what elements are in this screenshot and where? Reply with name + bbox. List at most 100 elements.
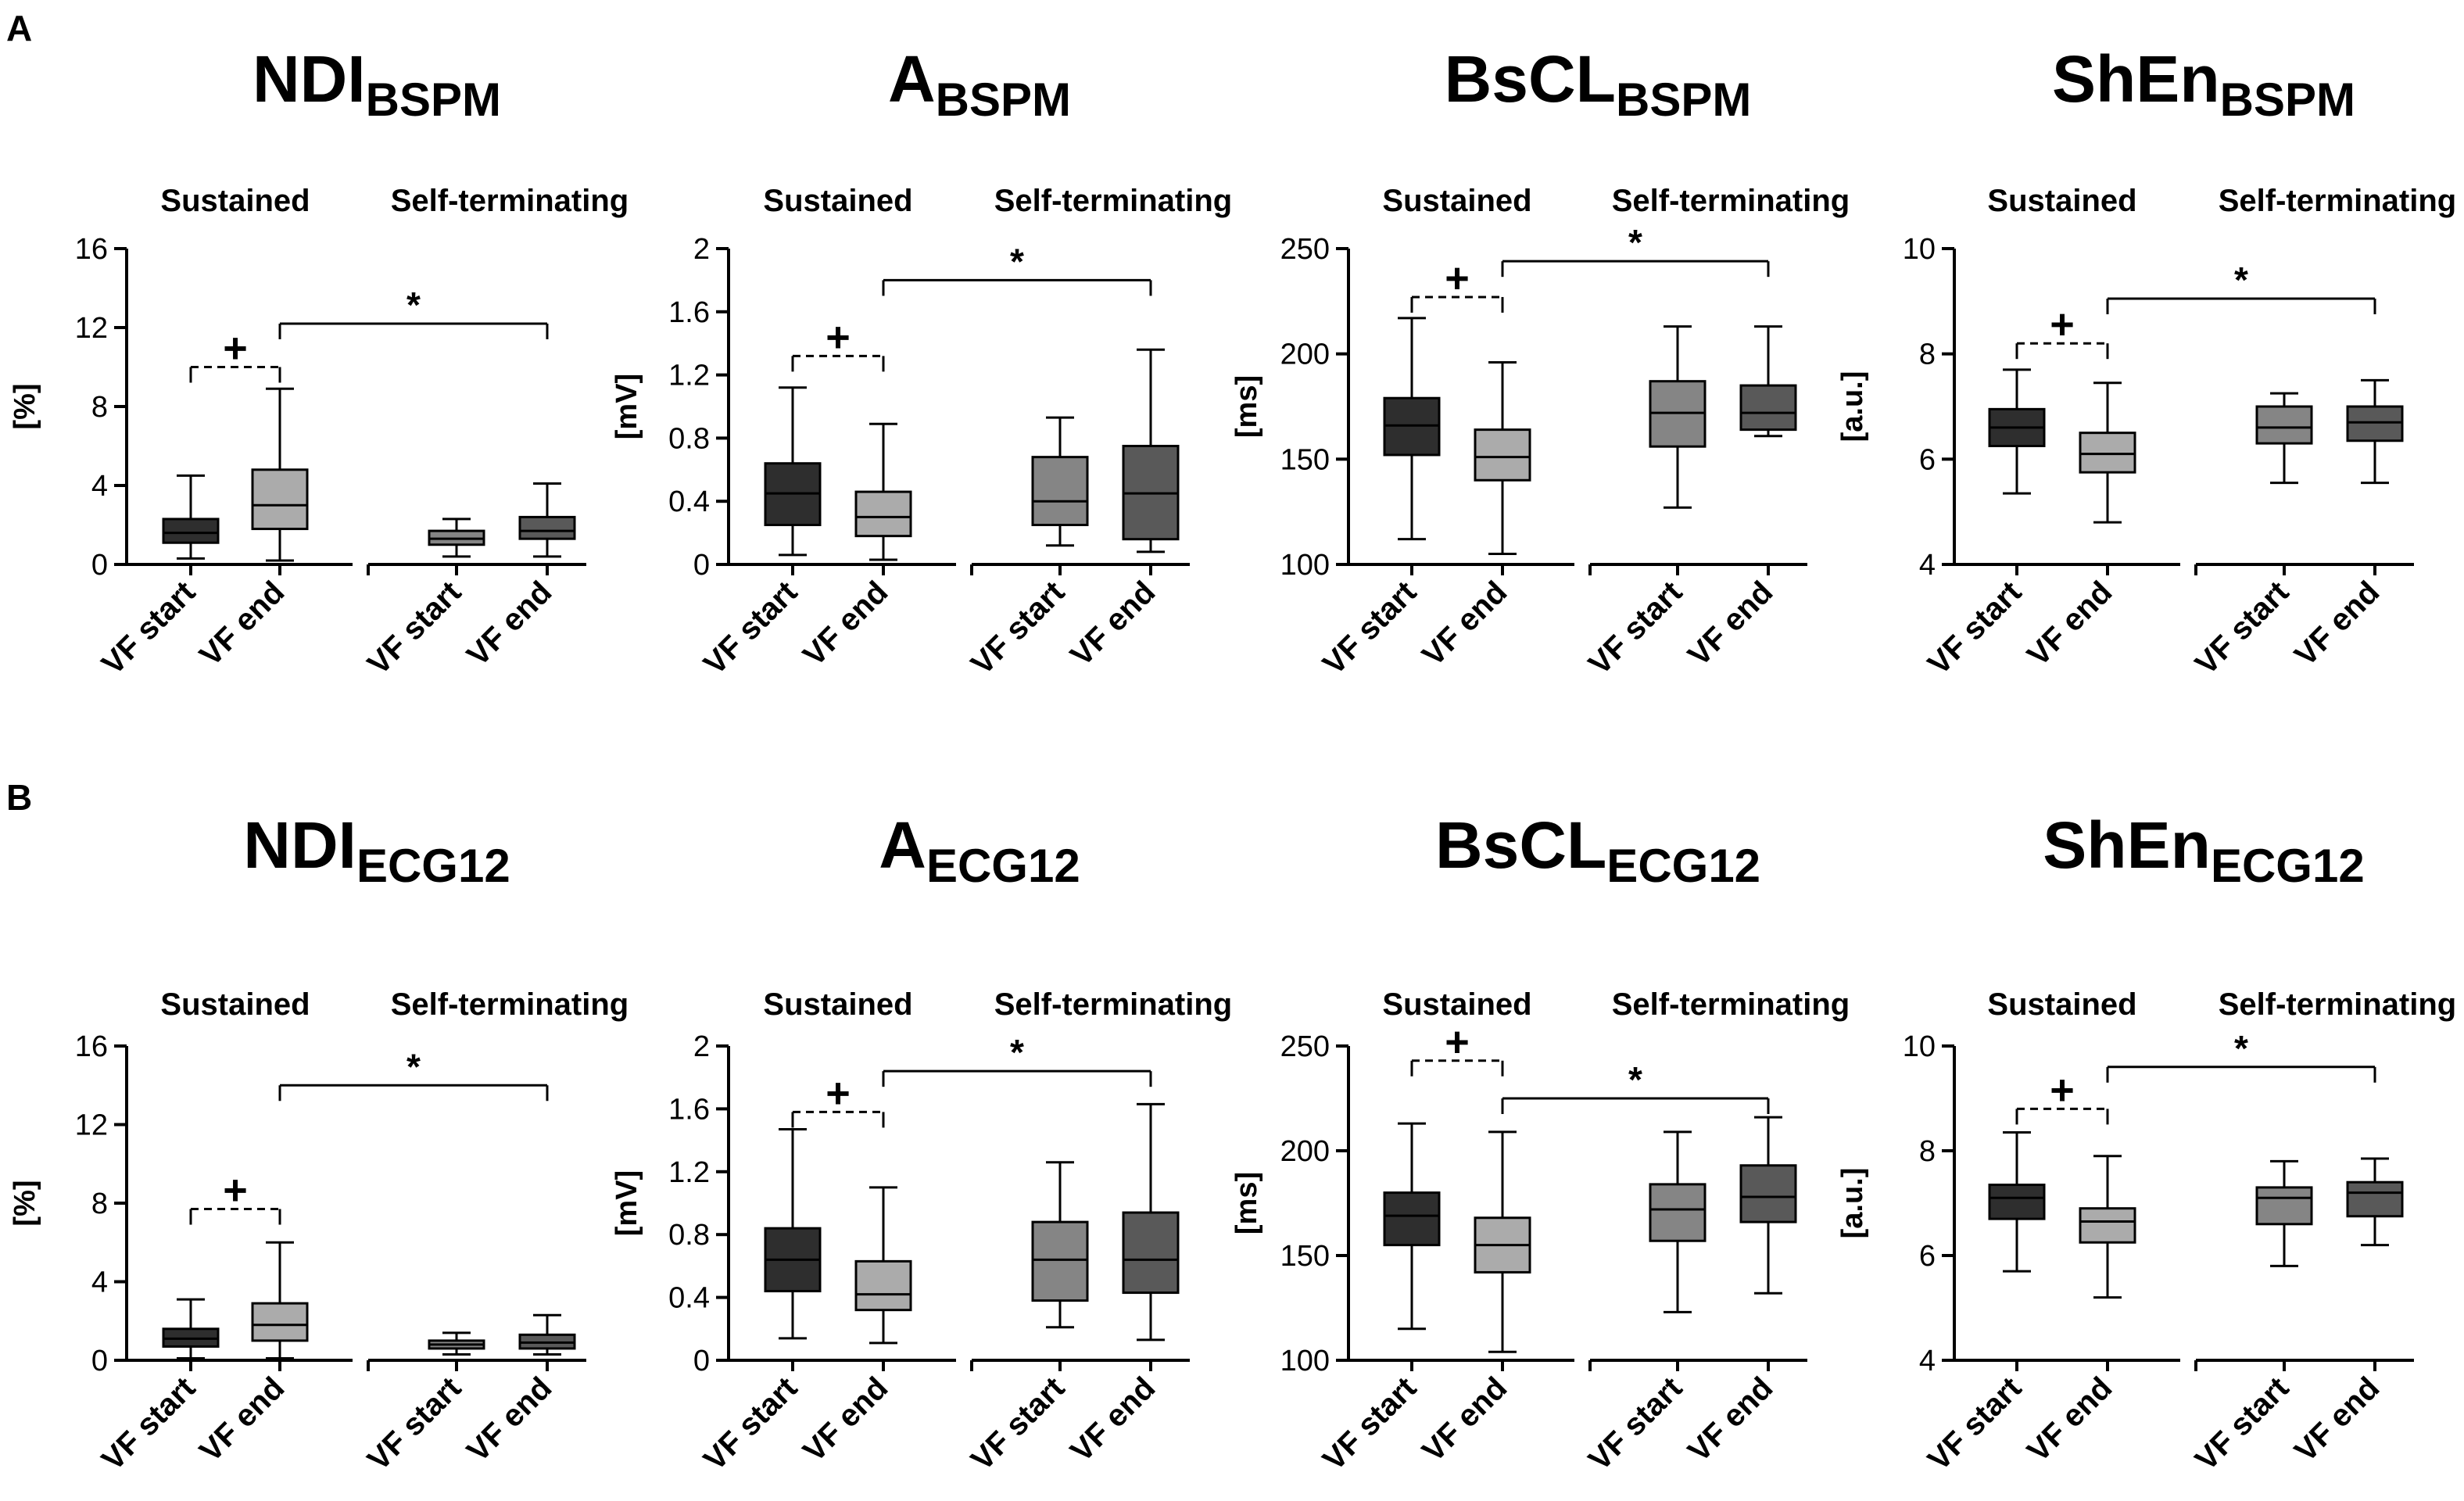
box-sustained-vf-start (764, 1128, 822, 1340)
box-iqr (1474, 428, 1531, 482)
y-tick-label: 4 (1919, 549, 1936, 582)
group-label-self-terminating: Self-terminating (391, 184, 629, 218)
panel-label-a: A (6, 8, 32, 48)
y-tick-label: 2 (693, 1030, 710, 1063)
y-tick-label: 10 (1903, 1030, 1936, 1063)
y-tick-label: 16 (75, 1030, 108, 1063)
y-axis-label: [a.u.] (1836, 371, 1869, 442)
box-iqr (1031, 456, 1089, 527)
box-iqr (2079, 432, 2136, 474)
box-iqr (2346, 1180, 2404, 1218)
y-tick-label: 200 (1280, 339, 1330, 371)
box-self-terminating-vf-end (518, 1313, 576, 1356)
box-iqr (162, 518, 220, 544)
chart-title-subscript: ECG12 (356, 840, 510, 892)
star-marker: * (1628, 1059, 1642, 1100)
y-tick-label: 12 (75, 312, 108, 345)
y-tick-label: 250 (1280, 233, 1330, 266)
box-sustained-vf-end (251, 387, 309, 562)
chart-title-subscript: BSPM (1616, 73, 1751, 126)
y-tick-label: 0 (693, 1345, 710, 1377)
y-tick-label: 150 (1280, 443, 1330, 476)
y-tick-label: 12 (75, 1109, 108, 1142)
group-label-self-terminating: Self-terminating (391, 987, 629, 1022)
chart-title-subscript: BSPM (936, 73, 1071, 126)
y-tick-label: 0 (91, 1345, 108, 1377)
box-iqr (854, 1259, 912, 1312)
y-tick-label: 250 (1280, 1030, 1330, 1063)
y-axis-label: [%] (9, 383, 41, 429)
box-self-terminating-vf-end (2346, 1157, 2404, 1247)
y-tick-label: 200 (1280, 1135, 1330, 1168)
chart-title-subscript: ECG12 (2211, 840, 2365, 892)
box-sustained-vf-end (1474, 360, 1531, 556)
box-self-terminating-vf-end (1122, 1102, 1180, 1342)
box-sustained-vf-end (854, 1186, 912, 1345)
y-axis-label: [ms] (1230, 375, 1263, 438)
box-iqr (2255, 1186, 2313, 1226)
box-self-terminating-vf-start (2255, 392, 2313, 485)
group-label-self-terminating: Self-terminating (1612, 987, 1850, 1022)
chart-title: AECG12 (879, 808, 1080, 892)
box-iqr (1739, 384, 1797, 432)
star-marker: * (2234, 260, 2248, 300)
y-tick-label: 4 (1919, 1345, 1936, 1377)
y-tick-label: 150 (1280, 1240, 1330, 1273)
box-iqr (1383, 1191, 1441, 1247)
box-iqr (251, 1302, 309, 1342)
group-label-sustained: Sustained (763, 987, 912, 1022)
box-sustained-vf-start (1383, 317, 1441, 541)
y-tick-label: 1.6 (668, 296, 710, 329)
box-sustained-vf-end (2079, 382, 2136, 524)
box-iqr (2255, 405, 2313, 445)
chart-title: BsCLBSPM (1445, 42, 1752, 126)
y-tick-label: 8 (1919, 339, 1936, 371)
box-sustained-vf-start (764, 386, 822, 557)
y-tick-label: 0 (693, 549, 710, 582)
chart-title: NDIECG12 (243, 808, 510, 892)
box-self-terminating-vf-start (428, 518, 485, 558)
box-self-terminating-vf-end (518, 482, 576, 558)
group-label-self-terminating: Self-terminating (994, 184, 1232, 218)
box-iqr (518, 515, 576, 540)
y-tick-label: 1.2 (668, 360, 710, 392)
box-iqr (2346, 405, 2404, 442)
y-axis-label: [a.u.] (1836, 1168, 1869, 1239)
y-tick-label: 0.8 (668, 1219, 710, 1252)
box-self-terminating-vf-start (428, 1331, 485, 1356)
box-sustained-vf-end (854, 422, 912, 561)
star-marker: * (2234, 1028, 2248, 1069)
chart-title-main: NDI (252, 42, 366, 116)
group-label-self-terminating: Self-terminating (2219, 184, 2456, 218)
group-label-sustained: Sustained (763, 184, 912, 218)
plus-marker: + (826, 1069, 851, 1116)
star-marker: * (1010, 1032, 1024, 1073)
chart-title-main: A (888, 42, 936, 116)
box-self-terminating-vf-start (1649, 1130, 1707, 1313)
plus-marker: + (1445, 255, 1470, 302)
chart-title-subscript: ECG12 (1606, 840, 1760, 892)
plus-marker: + (223, 1167, 248, 1214)
box-self-terminating-vf-end (1739, 1116, 1797, 1295)
y-tick-label: 8 (91, 391, 108, 424)
y-tick-label: 2 (693, 233, 710, 266)
group-label-self-terminating: Self-terminating (1612, 184, 1850, 218)
star-marker: * (406, 1046, 421, 1087)
y-tick-label: 100 (1280, 549, 1330, 582)
box-iqr (854, 490, 912, 538)
box-sustained-vf-start (162, 474, 220, 560)
box-sustained-vf-end (2079, 1155, 2136, 1299)
y-tick-label: 0.8 (668, 422, 710, 455)
y-tick-label: 16 (75, 233, 108, 266)
box-self-terminating-vf-end (1122, 348, 1180, 553)
group-label-sustained: Sustained (1987, 987, 2136, 1022)
group-label-self-terminating: Self-terminating (994, 987, 1232, 1022)
y-tick-label: 4 (91, 470, 108, 503)
box-sustained-vf-start (1383, 1122, 1441, 1331)
box-iqr (2079, 1207, 2136, 1244)
chart-title-main: ShEn (2043, 808, 2211, 882)
chart-title-main: ShEn (2052, 42, 2220, 116)
y-tick-label: 6 (1919, 1240, 1936, 1273)
y-tick-label: 100 (1280, 1345, 1330, 1377)
